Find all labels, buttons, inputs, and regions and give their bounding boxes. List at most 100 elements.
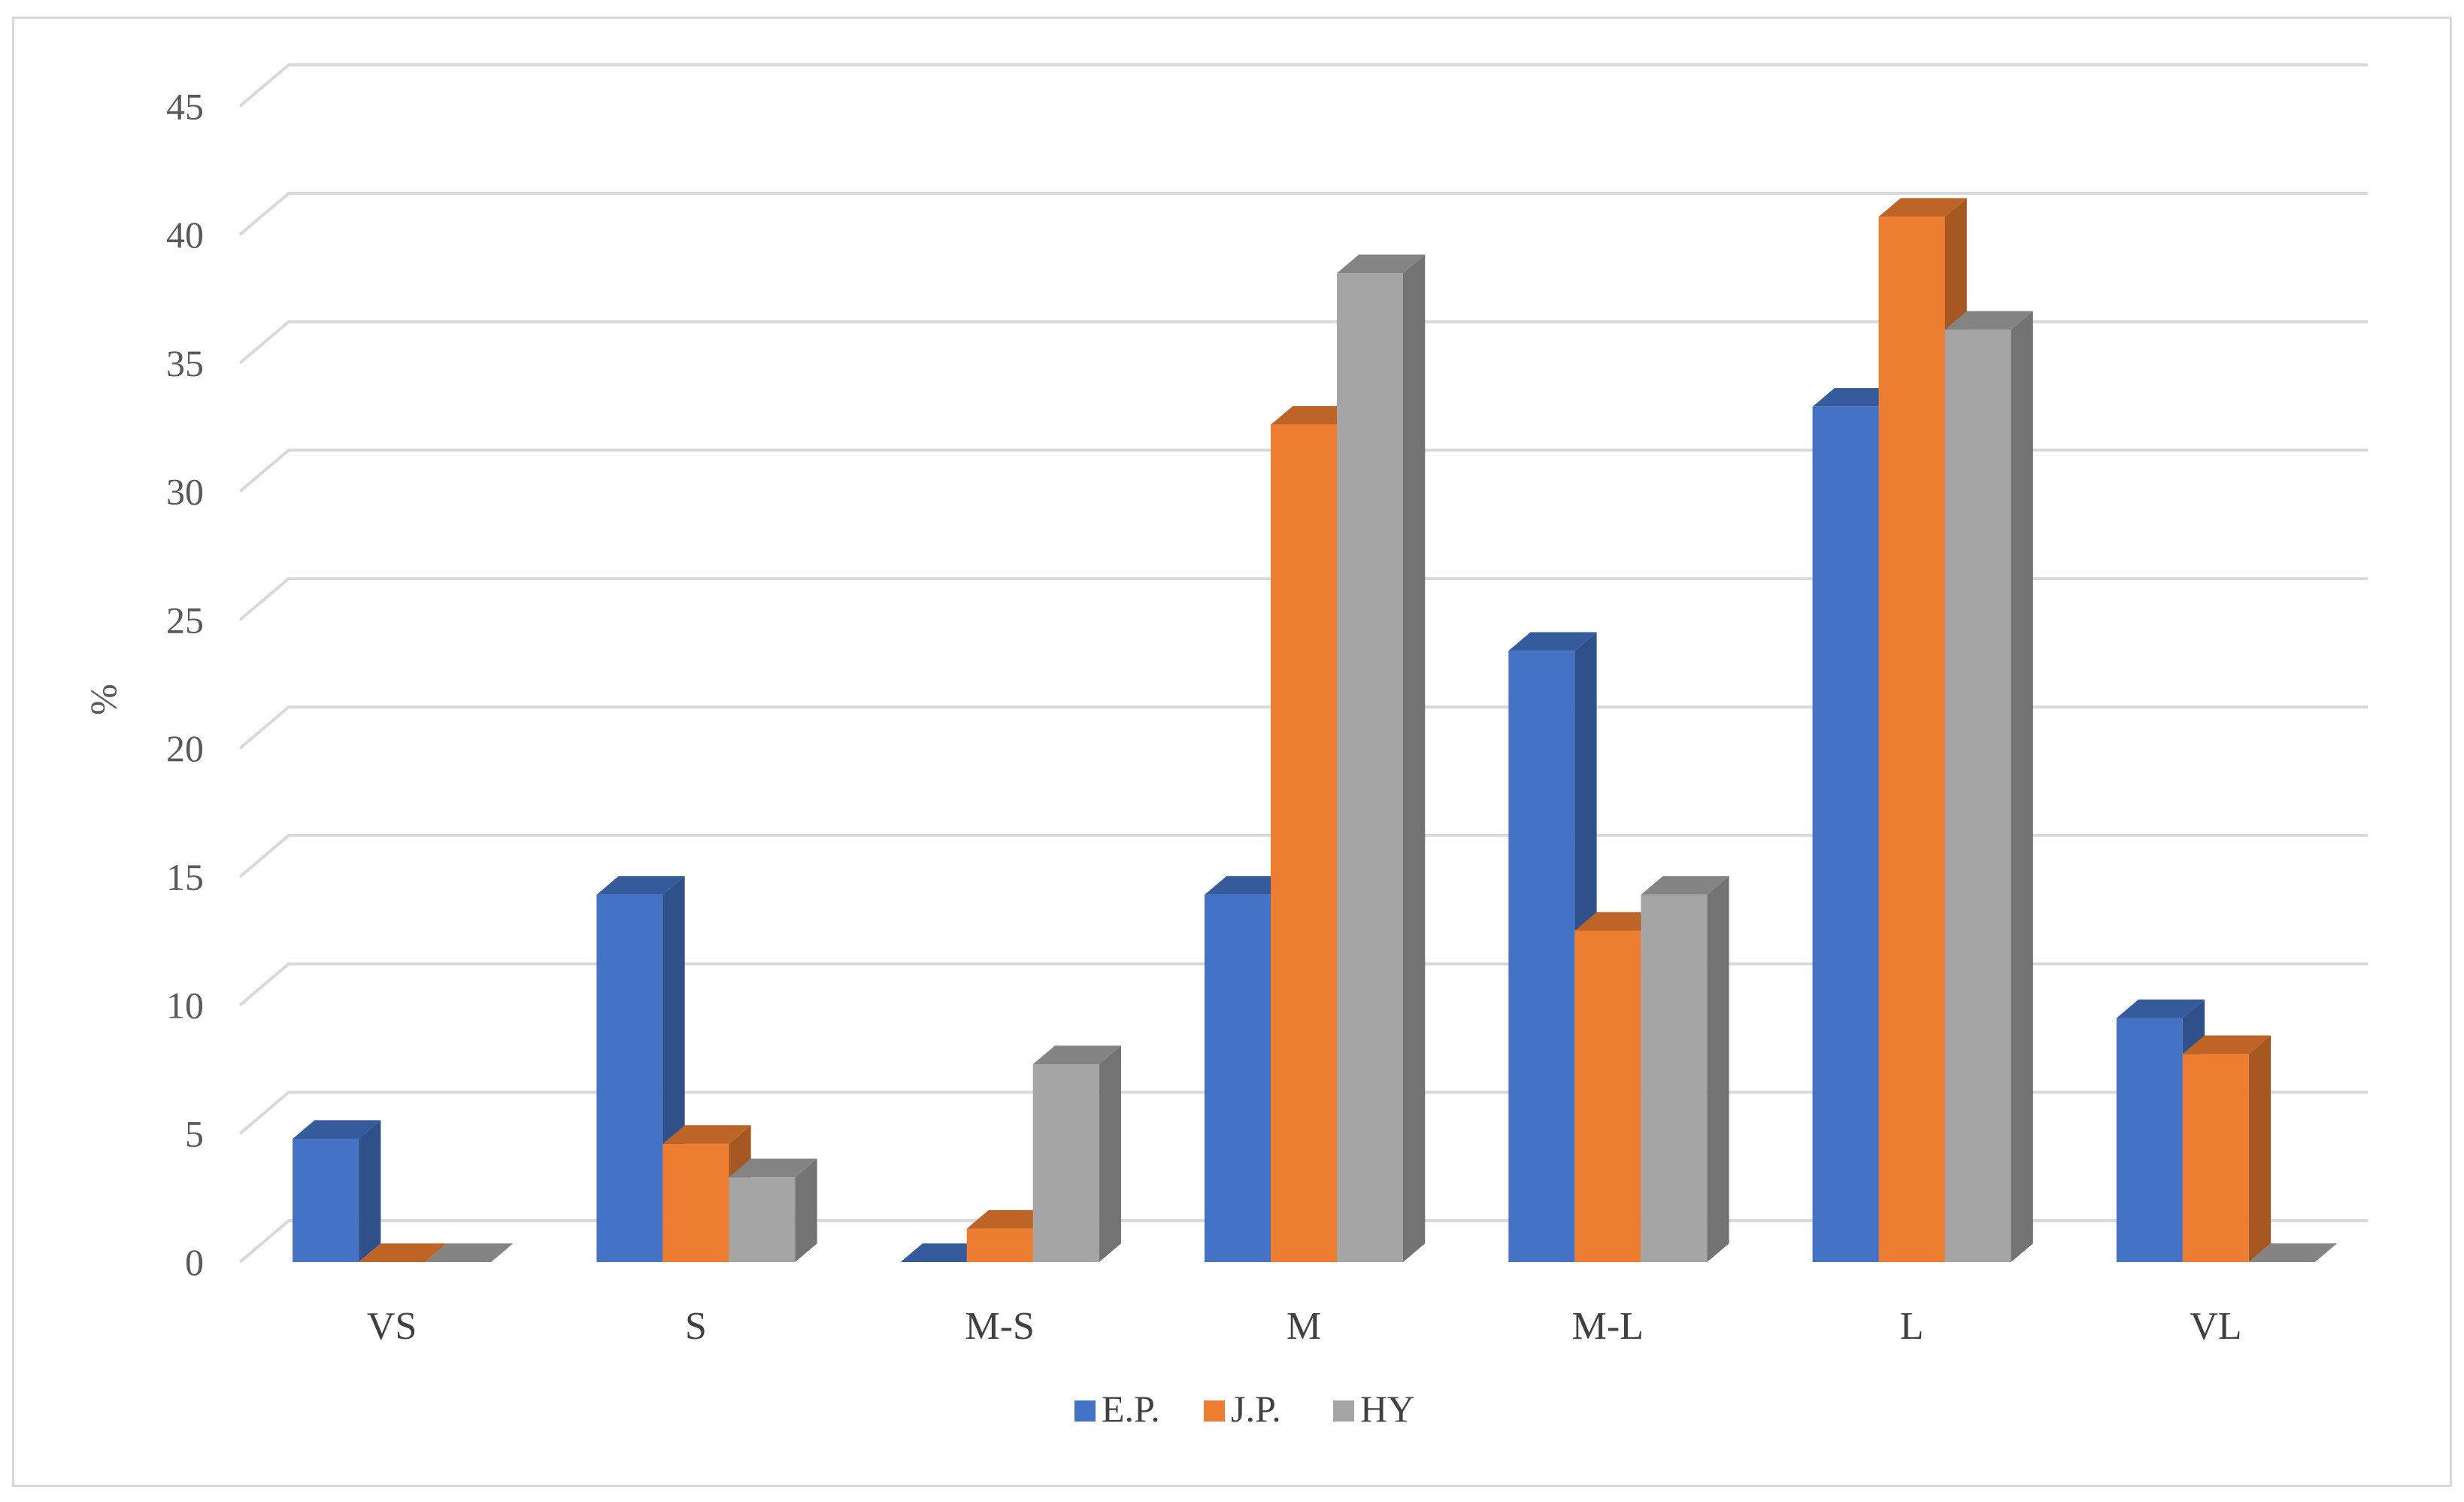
bar-top <box>1944 311 2033 330</box>
y-tick-label: 0 <box>185 1241 204 1283</box>
bar-side <box>359 1120 381 1262</box>
gridline-20 <box>238 705 2368 750</box>
bar-ep-m-s <box>900 1243 989 1262</box>
gridline-15 <box>238 833 2368 878</box>
bars <box>292 198 2338 1263</box>
y-tick-label: 5 <box>185 1112 204 1155</box>
gridline-35 <box>238 320 2368 365</box>
bar-side <box>2011 311 2033 1263</box>
legend: E.P. J.P. HY <box>1074 1388 1414 1430</box>
chart-frame: 0 5 10 15 20 25 30 35 40 45 VS S M-S M M-L L VL % E.P. J… <box>12 17 2452 1487</box>
bar-front <box>292 1139 359 1262</box>
bar-group-s <box>596 875 817 1262</box>
y-tick-label: 35 <box>166 342 204 384</box>
bar-top <box>1641 875 1729 895</box>
legend-item-hy: HY <box>1333 1388 1414 1430</box>
bar-front <box>1641 894 1708 1262</box>
bar-top <box>425 1243 514 1262</box>
legend-label: E.P. <box>1102 1388 1160 1430</box>
bar-group-vs <box>292 1120 514 1262</box>
legend-label: J.P. <box>1231 1388 1281 1430</box>
bar-top <box>1337 254 1426 274</box>
bar-front <box>1878 217 1945 1263</box>
bar-top <box>966 1209 1055 1229</box>
bar-top <box>1271 405 1359 425</box>
bar-hy-vl <box>2248 1243 2338 1262</box>
bar-front <box>1508 651 1575 1262</box>
legend-item-jp: J.P. <box>1204 1388 1281 1430</box>
bar-top <box>2116 999 2205 1018</box>
bar-top <box>292 1120 381 1139</box>
bar-front <box>2182 1054 2249 1262</box>
bar-front <box>596 894 663 1262</box>
bar-top <box>2182 1035 2272 1054</box>
bar-front <box>1032 1064 1099 1262</box>
gridline-40 <box>238 192 2368 236</box>
bar-top <box>729 1158 817 1178</box>
x-category-label: VS <box>367 1305 417 1348</box>
bar-chart: 0 5 10 15 20 25 30 35 40 45 VS S M-S M M-L L VL % E.P. J… <box>82 63 2368 1430</box>
gridline-25 <box>238 577 2368 621</box>
gridline-30 <box>238 448 2368 493</box>
bar-hy-l <box>1944 311 2033 1263</box>
y-tick-label: 25 <box>166 599 204 641</box>
bar-side <box>1099 1045 1121 1262</box>
y-tick-label: 10 <box>166 985 204 1027</box>
bar-top <box>1508 632 1597 651</box>
legend-item-ep: E.P. <box>1074 1388 1160 1430</box>
y-axis-ticks: 0 5 10 15 20 25 30 35 40 45 <box>166 85 204 1283</box>
bar-hy-m-l <box>1641 875 1729 1262</box>
bar-top <box>596 875 685 895</box>
y-axis-title: % <box>82 684 124 715</box>
bar-side <box>1707 875 1729 1262</box>
x-category-label: M-L <box>1572 1305 1644 1348</box>
bar-top <box>662 1125 751 1144</box>
bar-front <box>1812 406 1879 1263</box>
bar-front <box>1574 930 1641 1262</box>
bar-jp-vl <box>2182 1035 2272 1262</box>
bar-top <box>1205 875 1293 895</box>
bar-side <box>2248 1035 2272 1262</box>
legend-swatch <box>1204 1400 1225 1422</box>
x-axis-categories: VS S M-S M M-L L VL <box>367 1305 2242 1348</box>
bar-hy-m-s <box>1032 1045 1121 1262</box>
bar-group-m <box>1205 254 1426 1263</box>
x-category-label: VL <box>2190 1305 2241 1348</box>
bar-jp-l <box>1878 198 1967 1263</box>
bar-front <box>662 1143 729 1262</box>
x-category-label: M-S <box>965 1305 1034 1348</box>
bar-top <box>1032 1045 1121 1065</box>
y-tick-label: 15 <box>166 856 204 898</box>
bar-group-l <box>1812 198 2033 1263</box>
bar-group-m-l <box>1508 632 1729 1262</box>
bar-group-vl <box>2116 999 2338 1262</box>
legend-label: HY <box>1360 1388 1414 1430</box>
bar-top <box>1878 198 1967 217</box>
bar-jp-vs <box>359 1243 447 1262</box>
bar-group-m-s <box>900 1045 1121 1262</box>
gridline-45 <box>238 63 2368 108</box>
bar-hy-m <box>1337 254 1426 1263</box>
bar-top <box>1574 912 1663 931</box>
bar-top <box>1812 388 1901 407</box>
y-tick-label: 40 <box>166 214 204 256</box>
bar-hy-vs <box>425 1243 514 1262</box>
y-tick-label: 30 <box>166 471 204 513</box>
bar-front <box>1944 329 2011 1263</box>
x-category-label: M <box>1287 1305 1321 1348</box>
bar-front <box>2116 1018 2183 1262</box>
legend-swatch <box>1074 1400 1096 1422</box>
bar-ep-vs <box>292 1120 381 1262</box>
legend-swatch <box>1333 1400 1354 1422</box>
bar-front <box>1271 424 1337 1263</box>
bar-side <box>1403 254 1426 1263</box>
y-tick-label: 45 <box>166 85 204 127</box>
bar-top <box>900 1243 989 1262</box>
bar-top <box>2248 1243 2338 1262</box>
bar-side <box>795 1158 817 1262</box>
bar-front <box>729 1177 796 1262</box>
bar-front <box>1205 894 1271 1262</box>
bar-hy-s <box>729 1158 817 1262</box>
gridlines <box>238 63 2368 1264</box>
x-category-label: L <box>1900 1305 1924 1348</box>
